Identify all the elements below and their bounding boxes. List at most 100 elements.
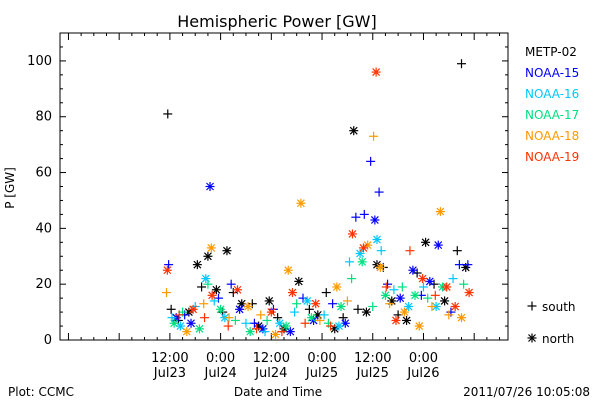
legend-south-label: south	[542, 300, 576, 314]
data-point-noaa-15	[366, 156, 376, 166]
data-point-noaa-16	[404, 302, 414, 312]
data-point-noaa-19	[391, 315, 401, 325]
data-point-noaa-16	[241, 318, 251, 328]
data-point-metp-02	[166, 304, 176, 314]
data-point-noaa-16	[345, 257, 355, 267]
data-point-noaa-17	[292, 299, 302, 309]
data-point-noaa-19	[311, 299, 321, 309]
x-tick-label-time: 12:00	[253, 351, 290, 366]
x-tick-label-date: Jul24	[254, 366, 287, 381]
data-point-noaa-15	[395, 293, 405, 303]
data-point-metp-02	[421, 237, 431, 247]
data-point-noaa-19	[252, 324, 262, 334]
data-point-noaa-18	[375, 262, 385, 272]
data-point-metp-02	[203, 251, 213, 261]
data-point-metp-02	[440, 296, 450, 306]
data-point-noaa-19	[347, 229, 357, 239]
data-point-noaa-15	[454, 260, 464, 270]
data-point-noaa-17	[169, 318, 179, 328]
data-point-noaa-18	[224, 313, 234, 323]
data-point-metp-02	[452, 246, 462, 256]
legend-entry: NOAA-16	[525, 87, 579, 101]
data-point-noaa-19	[418, 274, 428, 284]
data-point-noaa-15	[186, 318, 196, 328]
legend-entry: METP-02	[525, 45, 577, 59]
y-axis-label: P [GW]	[3, 167, 17, 209]
data-point-noaa-19	[277, 327, 287, 337]
data-point-metp-02	[304, 304, 314, 314]
x-tick-label-date: Jul23	[153, 366, 186, 381]
data-point-noaa-19	[405, 246, 415, 256]
data-point-metp-02	[163, 109, 173, 119]
data-points	[162, 59, 474, 339]
data-point-metp-02	[294, 276, 304, 286]
data-point-metp-02	[264, 296, 274, 306]
data-point-noaa-16	[260, 327, 270, 337]
data-point-noaa-15	[164, 260, 174, 270]
data-point-noaa-15	[226, 279, 236, 289]
data-point-noaa-17	[397, 282, 407, 292]
data-point-noaa-17	[262, 315, 272, 325]
data-point-noaa-18	[399, 307, 409, 317]
data-point-noaa-19	[233, 285, 243, 295]
x-tick-label-time: 12:00	[354, 351, 391, 366]
data-point-noaa-16	[376, 246, 386, 256]
data-point-noaa-18	[369, 131, 379, 141]
data-point-noaa-18	[457, 313, 467, 323]
data-point-metp-02	[457, 59, 467, 69]
data-point-noaa-17	[281, 321, 291, 331]
data-point-noaa-17	[380, 290, 390, 300]
data-point-noaa-18	[256, 310, 266, 320]
data-point-noaa-17	[336, 302, 346, 312]
chart-title: Hemispheric Power [GW]	[177, 12, 376, 31]
data-point-noaa-18	[206, 243, 216, 253]
data-point-noaa-19	[325, 321, 335, 331]
data-point-noaa-19	[287, 288, 297, 298]
data-point-noaa-18	[162, 288, 172, 298]
data-point-noaa-19	[266, 307, 276, 317]
data-point-noaa-19	[188, 304, 198, 314]
data-point-noaa-18	[199, 299, 209, 309]
data-point-noaa-17	[306, 313, 316, 323]
data-point-noaa-18	[435, 207, 445, 217]
data-point-noaa-19	[358, 243, 368, 253]
data-point-noaa-19	[450, 302, 460, 312]
data-point-noaa-16	[389, 285, 399, 295]
data-point-noaa-16	[302, 296, 312, 306]
data-point-noaa-15	[370, 215, 380, 225]
data-point-noaa-15	[463, 260, 473, 270]
data-point-noaa-17	[194, 324, 204, 334]
data-point-noaa-19	[300, 318, 310, 328]
data-point-noaa-18	[243, 302, 253, 312]
data-point-noaa-17	[230, 315, 240, 325]
data-point-noaa-15	[205, 182, 215, 191]
legend-entry: NOAA-18	[525, 129, 579, 143]
data-point-noaa-18	[332, 282, 342, 292]
data-point-noaa-15	[249, 318, 259, 328]
y-tick-label: 0	[44, 333, 52, 348]
data-point-noaa-16	[319, 310, 329, 320]
y-axis-ticks: 0 20 40 60 80 100	[27, 32, 508, 348]
data-point-noaa-17	[347, 274, 357, 284]
data-point-noaa-15	[433, 240, 443, 250]
data-point-noaa-19	[464, 288, 474, 298]
y-tick-label: 20	[35, 277, 52, 292]
data-point-noaa-16	[372, 235, 382, 245]
x-tick-label-time: 0:00	[206, 351, 235, 366]
x-tick-label-date: Jul24	[203, 366, 236, 381]
x-axis-label: Date and Time	[234, 385, 322, 399]
data-point-noaa-18	[444, 310, 454, 320]
data-point-noaa-16	[448, 274, 458, 284]
data-point-noaa-17	[410, 290, 420, 300]
legend-north-marker	[527, 333, 537, 343]
plot-timestamp: 2011/07/26 10:05:08	[463, 385, 590, 399]
x-tick-label-date: Jul25	[305, 366, 338, 381]
data-point-noaa-19	[381, 282, 391, 292]
data-point-noaa-18	[427, 302, 437, 312]
data-point-noaa-15	[235, 304, 245, 314]
data-point-noaa-15	[351, 212, 361, 222]
data-point-noaa-17	[216, 304, 226, 314]
legend-entry: NOAA-15	[525, 66, 579, 80]
data-point-noaa-18	[385, 299, 395, 309]
data-point-noaa-19	[174, 310, 184, 320]
